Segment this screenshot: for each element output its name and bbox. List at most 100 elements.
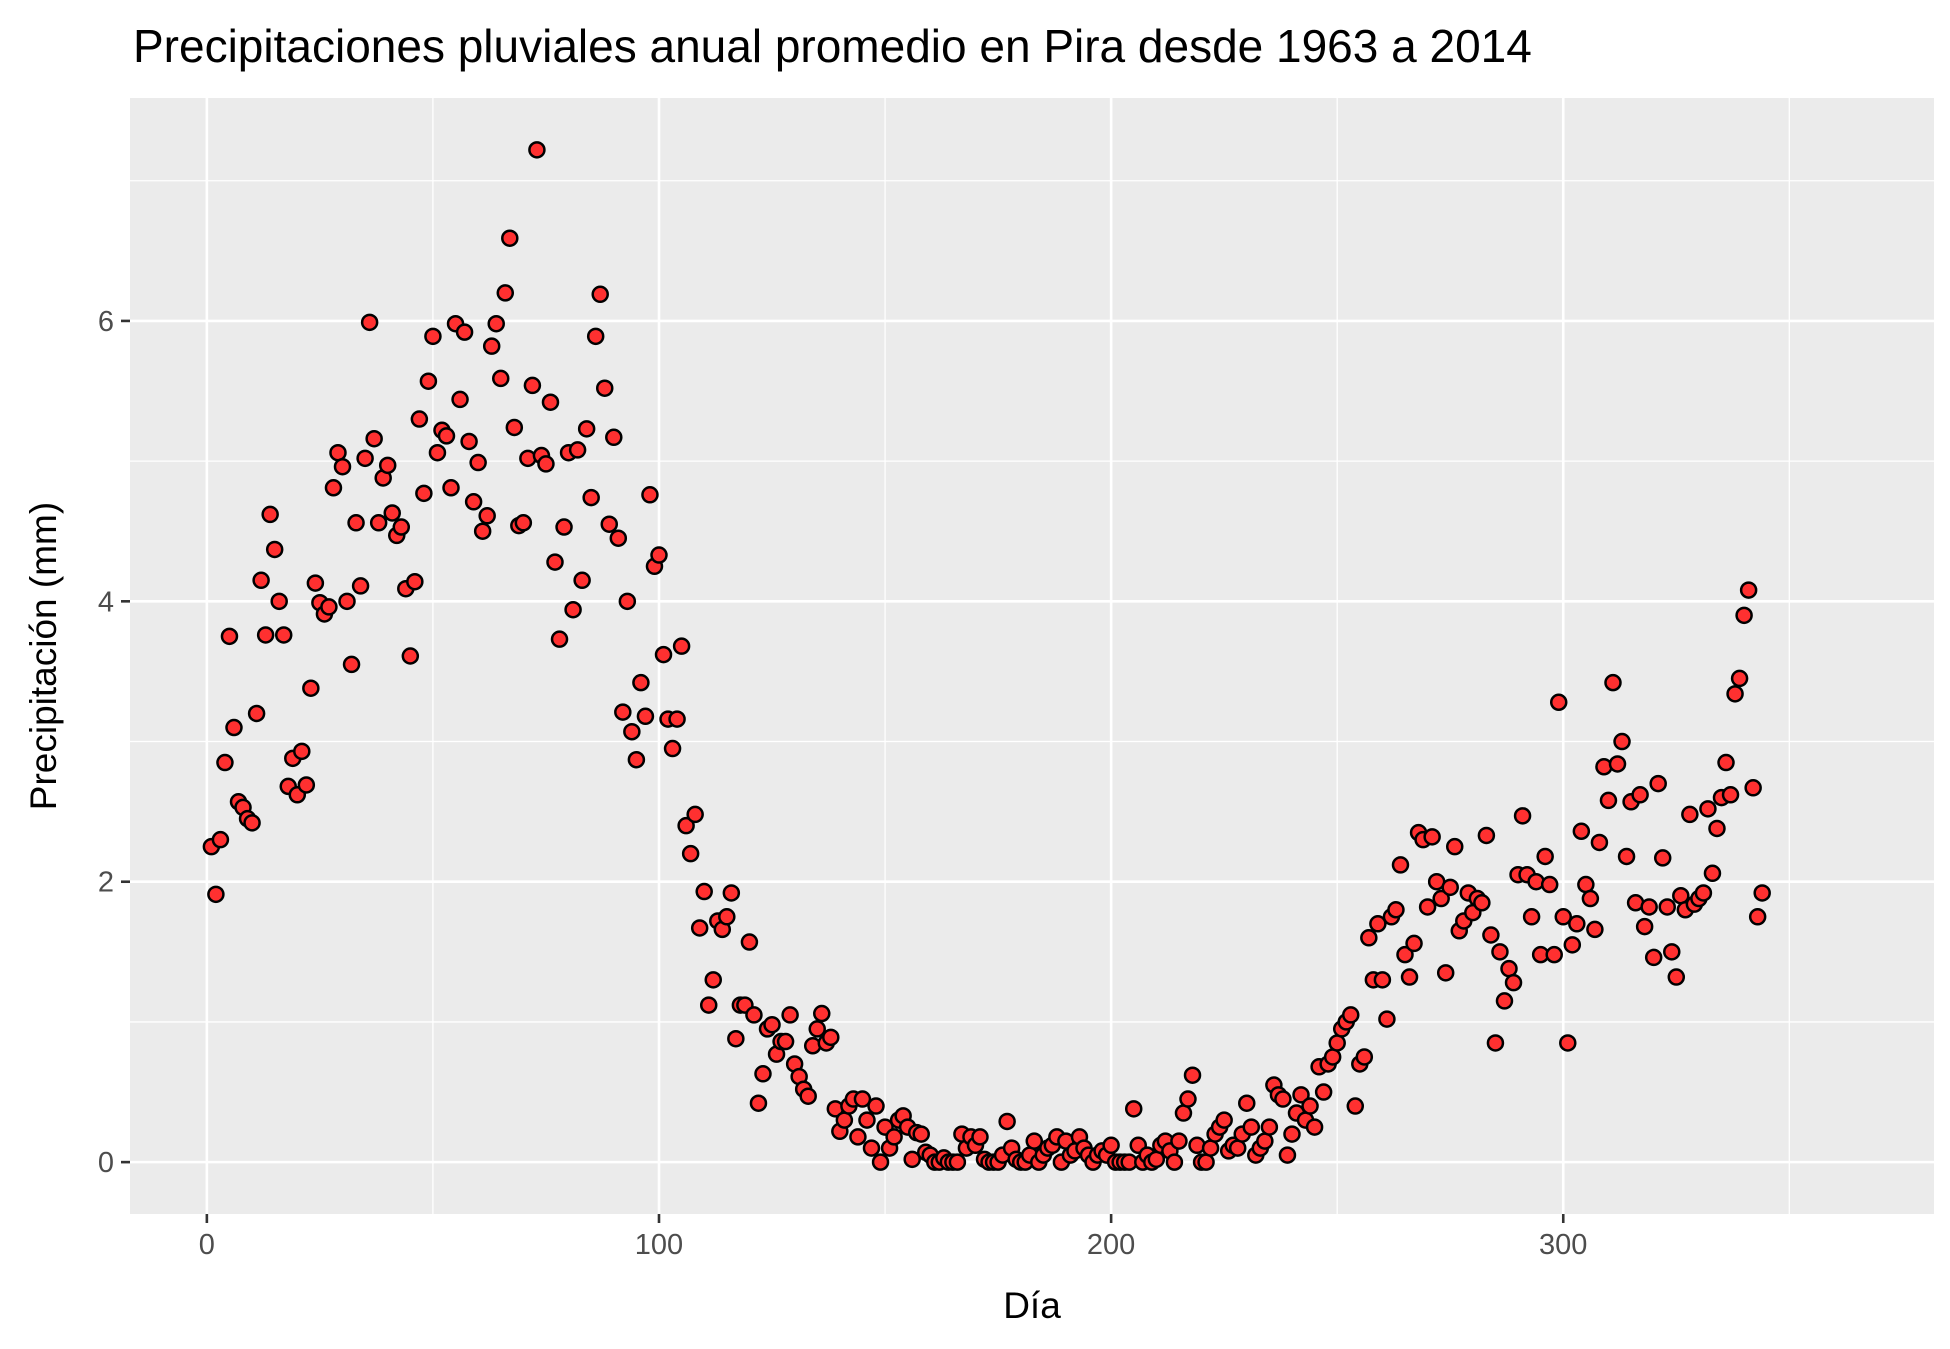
data-point <box>614 703 632 721</box>
data-point <box>514 514 533 532</box>
data-point <box>424 327 442 346</box>
data-point <box>763 1015 781 1034</box>
data-point <box>1238 1094 1256 1112</box>
data-point <box>419 372 438 390</box>
data-point <box>1644 948 1663 967</box>
data-point <box>781 1006 799 1024</box>
data-point <box>347 514 365 532</box>
data-point <box>505 418 524 437</box>
minor-gridlines <box>130 98 1934 1214</box>
data-point <box>225 718 243 737</box>
data-point <box>636 707 655 726</box>
data-point <box>1667 968 1686 986</box>
data-point <box>252 571 270 590</box>
data-point <box>265 540 284 559</box>
data-point <box>216 753 234 772</box>
data-point <box>1522 908 1541 926</box>
data-point <box>1540 875 1559 894</box>
x-tick-label: 0 <box>199 1229 215 1261</box>
data-point <box>487 314 505 333</box>
data-point <box>813 1004 831 1023</box>
data-point <box>1672 886 1690 905</box>
data-point <box>297 776 316 794</box>
data-point <box>338 592 356 611</box>
data-point <box>618 592 637 611</box>
data-point <box>491 369 510 388</box>
data-point <box>1735 606 1753 625</box>
data-point <box>858 1111 876 1129</box>
data-point <box>1663 943 1681 961</box>
data-point <box>564 600 582 619</box>
data-point <box>1739 581 1758 599</box>
data-point <box>478 507 496 525</box>
data-point <box>1495 992 1514 1010</box>
data-point <box>1491 943 1509 961</box>
data-point <box>1708 819 1726 838</box>
data-point <box>903 1150 921 1169</box>
data-point <box>704 971 722 989</box>
x-tick-label: 300 <box>1539 1229 1587 1261</box>
data-point <box>473 522 492 540</box>
data-point <box>686 805 704 824</box>
data-point <box>1025 1132 1044 1150</box>
data-point <box>1301 1097 1319 1115</box>
data-point <box>1613 732 1631 751</box>
x-tick-label: 100 <box>635 1229 683 1261</box>
data-point <box>365 429 383 448</box>
data-point <box>437 427 456 445</box>
data-point <box>591 285 609 304</box>
data-point <box>1563 936 1582 954</box>
data-point <box>333 457 352 476</box>
data-point <box>1260 1118 1279 1136</box>
data-point <box>1432 889 1450 908</box>
data-point <box>1305 1118 1324 1136</box>
data-point <box>1283 1125 1301 1143</box>
data-point <box>1323 1048 1342 1066</box>
data-point <box>632 673 650 692</box>
data-point <box>550 630 569 648</box>
data-point <box>885 1128 903 1146</box>
data-point <box>270 592 288 611</box>
data-point <box>1658 898 1676 916</box>
data-point <box>401 647 420 665</box>
data-point <box>1373 971 1392 989</box>
data-point <box>595 379 614 397</box>
data-point <box>1581 889 1600 908</box>
data-point <box>605 428 623 447</box>
data-point <box>293 742 311 761</box>
data-point <box>1405 934 1423 953</box>
data-point <box>256 626 275 644</box>
data-point <box>586 327 605 346</box>
data-point <box>356 449 374 468</box>
data-point <box>1554 908 1573 926</box>
data-point <box>1355 1048 1374 1066</box>
data-point <box>464 493 483 511</box>
data-point <box>1228 1139 1247 1157</box>
data-point <box>1174 1104 1193 1122</box>
data-point <box>496 284 515 302</box>
data-point <box>1635 917 1654 936</box>
data-point <box>1513 807 1532 825</box>
data-point <box>1165 1153 1184 1171</box>
data-point <box>369 514 388 532</box>
y-tick-label: 4 <box>98 586 114 618</box>
data-point <box>663 739 682 758</box>
data-point <box>677 816 695 835</box>
data-point <box>745 1006 763 1024</box>
data-point <box>1391 856 1410 874</box>
data-point <box>501 229 519 247</box>
data-point <box>699 996 718 1014</box>
data-point <box>320 598 338 616</box>
data-point <box>383 504 401 522</box>
data-point <box>1179 1090 1197 1108</box>
data-point <box>406 572 424 591</box>
data-point <box>392 518 411 536</box>
data-point <box>1504 973 1523 992</box>
data-point <box>1500 959 1518 978</box>
data-point <box>1717 753 1735 772</box>
data-point <box>609 529 628 547</box>
data-point <box>776 1032 795 1051</box>
data-point <box>1653 849 1672 867</box>
data-point <box>1360 929 1378 947</box>
